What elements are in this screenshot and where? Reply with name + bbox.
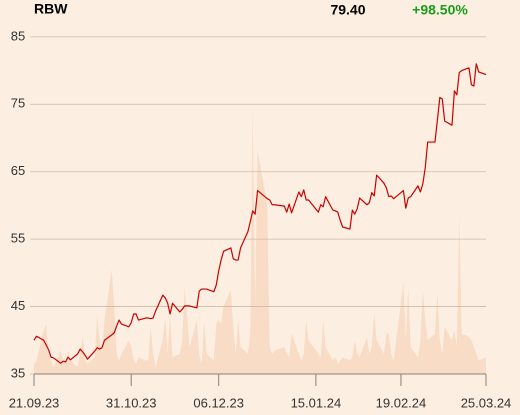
symbol: RBW	[34, 1, 68, 17]
y-tick-label: 35	[11, 365, 25, 380]
y-tick-label: 65	[11, 163, 25, 178]
x-tick-label: 06.12.23	[193, 395, 244, 410]
last-price: 79.40	[330, 2, 365, 18]
x-tick-label: 25.03.24	[461, 395, 512, 410]
price-line	[33, 63, 487, 364]
x-tick-label: 19.02.24	[376, 395, 427, 410]
plot-area: 35 45 55 65 75 85 21.09.23 31.10.23 06.12.23 15.0…	[9, 28, 512, 410]
y-tick-label: 75	[11, 96, 25, 111]
x-tick-label: 15.01.24	[291, 395, 342, 410]
x-tick-label: 21.09.23	[9, 395, 60, 410]
x-tick-label: 31.10.23	[106, 395, 157, 410]
y-tick-label: 85	[11, 28, 25, 43]
price-change: +98.50%	[412, 2, 468, 18]
y-tick-label: 45	[11, 298, 25, 313]
y-tick-label: 55	[11, 231, 25, 246]
